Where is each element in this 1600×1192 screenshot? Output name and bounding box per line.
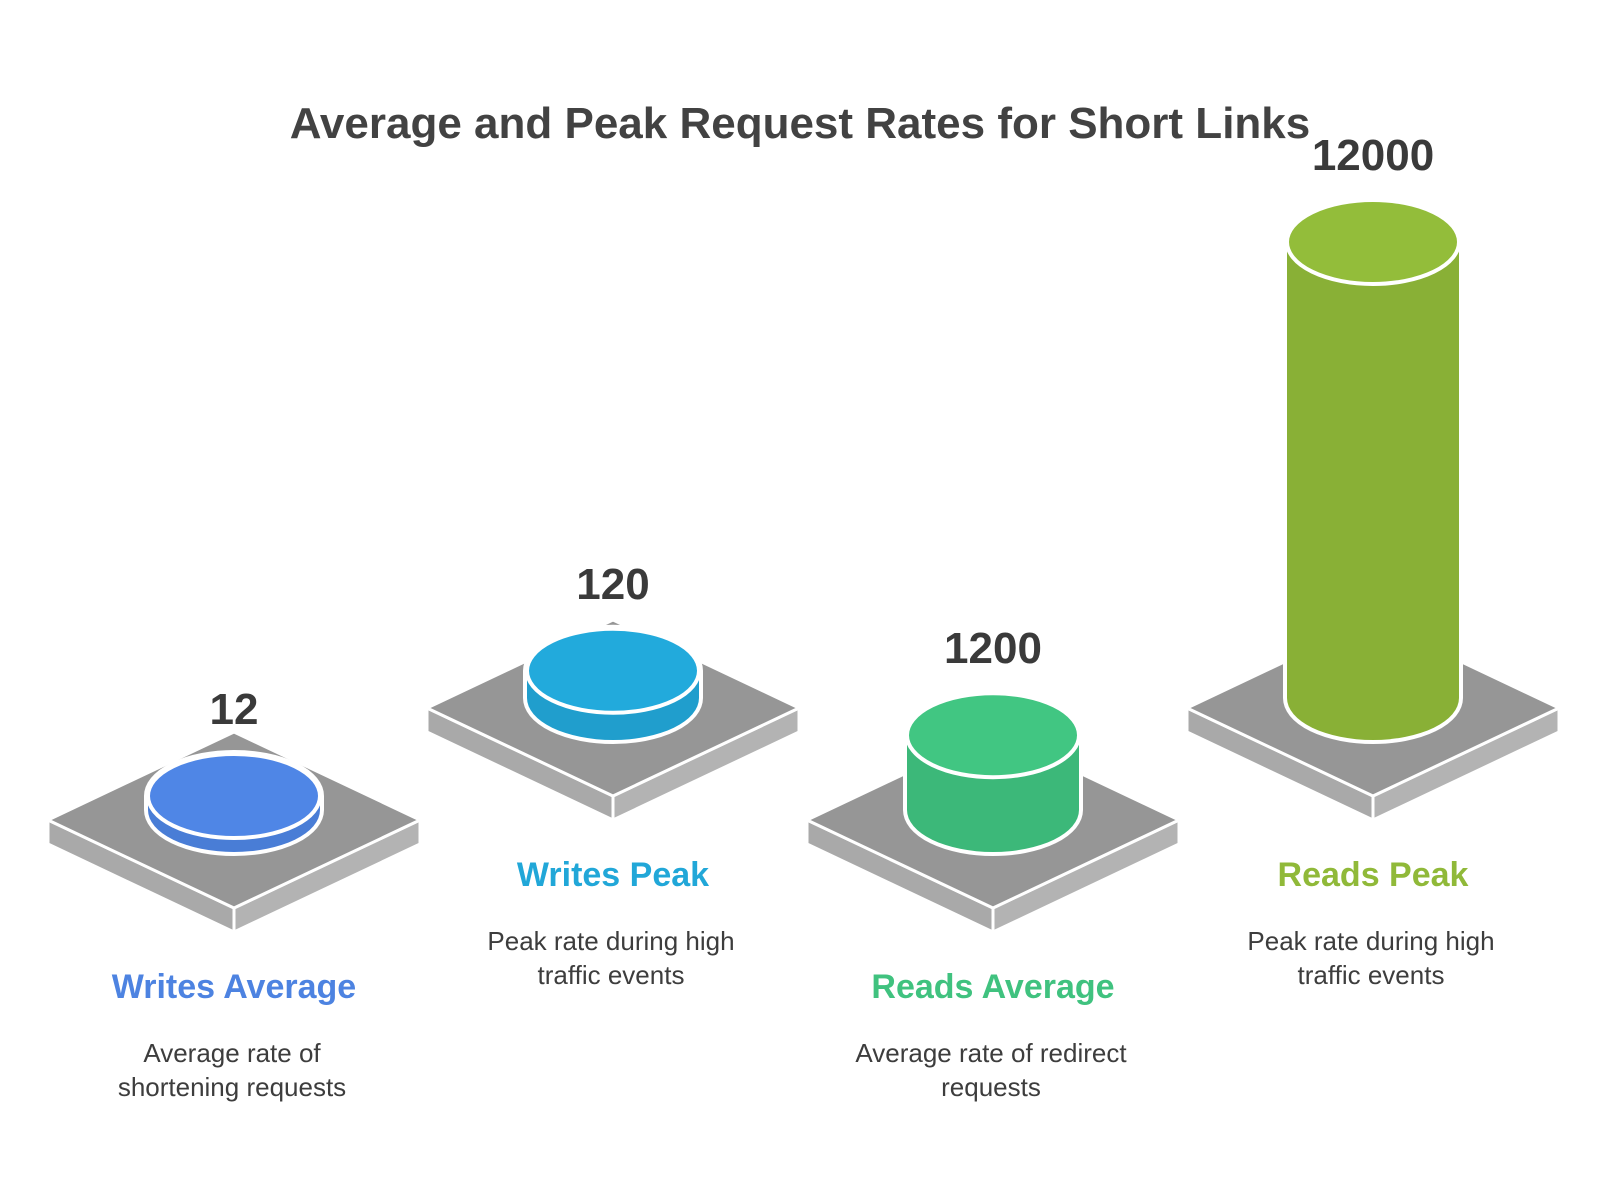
category-label: Reads Peak [1278, 856, 1469, 894]
description-line: traffic events [1298, 960, 1445, 990]
value-label: 12 [210, 685, 259, 734]
value-label: 120 [576, 560, 649, 609]
value-label: 1200 [944, 624, 1042, 673]
category-label: Reads Average [871, 968, 1114, 1006]
description-line: Peak rate during high [487, 926, 734, 956]
description-line: requests [941, 1072, 1041, 1102]
bar-group [805, 689, 1181, 934]
description-line: traffic events [538, 960, 685, 990]
labels-layer: 12 Writes Average Average rate of shortenin… [112, 131, 1495, 1102]
bar-top [146, 752, 322, 840]
description-line: Peak rate during high [1247, 926, 1494, 956]
bar-side [1287, 242, 1459, 740]
bars-layer [46, 196, 1561, 934]
bar [903, 689, 1083, 856]
bar-top [1285, 198, 1461, 286]
description-line: shortening requests [118, 1072, 346, 1102]
value-label: 12000 [1312, 131, 1434, 180]
bar-group [1185, 196, 1561, 822]
bar-group [46, 730, 422, 934]
category-label: Writes Average [112, 968, 356, 1006]
bar-group [425, 618, 801, 822]
bar-top [525, 626, 701, 715]
bar [523, 624, 703, 744]
bar [1283, 196, 1463, 744]
category-label: Writes Peak [517, 856, 709, 894]
description-line: Average rate of [143, 1038, 321, 1068]
chart-title: Average and Peak Request Rates for Short… [290, 99, 1310, 148]
bar [144, 750, 324, 856]
bar-top [905, 691, 1081, 780]
description-line: Average rate of redirect [855, 1038, 1127, 1068]
